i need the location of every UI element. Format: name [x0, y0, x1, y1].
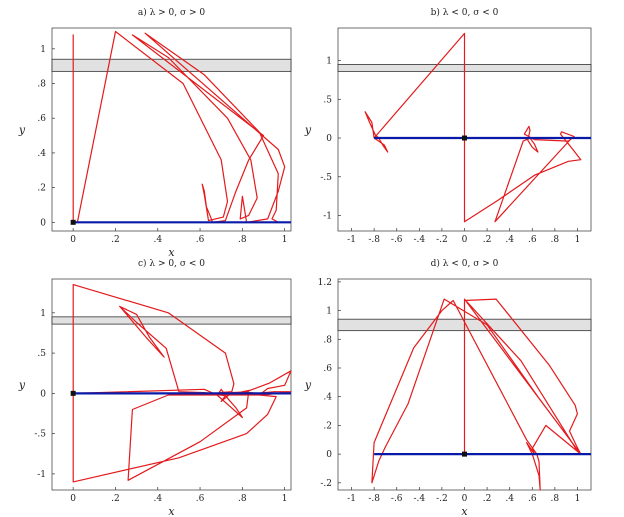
x-tick-label: -.4 [414, 235, 426, 245]
y-tick-label: .6 [323, 364, 332, 374]
x-tick-label: .4 [153, 494, 162, 504]
y-tick-label: .4 [37, 149, 46, 159]
panel-title: d) λ < 0, σ > 0 [431, 258, 499, 269]
x-tick-label: -1 [347, 494, 356, 504]
x-tick-label: 0 [462, 494, 468, 504]
band-region [51, 316, 292, 325]
x-axis-label: x [461, 505, 468, 517]
y-tick-label: .4 [323, 393, 332, 403]
x-tick-label: -.6 [391, 494, 403, 504]
x-tick-label: .2 [111, 235, 120, 245]
y-tick-label: .8 [323, 335, 332, 345]
origin-point [70, 219, 76, 225]
y-axis-label: y [18, 124, 26, 137]
panel-d: -1 -.8 -.6 -.4 -.2 0 .2 .4 .6 .8 1 -.2 0 .2 .4 .6 .8 1 1.2… [304, 258, 592, 517]
x-tick-label: .8 [238, 494, 247, 504]
x-tick-label: 0 [462, 235, 468, 245]
x-tick-label: -.8 [368, 494, 380, 504]
x-axis-label: x [168, 246, 175, 259]
x-tick-label: 1 [282, 235, 288, 245]
y-tick-label: 1 [40, 309, 46, 319]
x-tick-label: .4 [505, 235, 514, 245]
trajectory-series [364, 32, 582, 223]
x-tick-label: -.8 [368, 235, 380, 245]
y-tick-label: .5 [37, 349, 46, 359]
panel-title: a) λ > 0, σ > 0 [138, 7, 206, 18]
y-tick-label: 0 [326, 134, 332, 144]
y-tick-label: .2 [323, 421, 332, 431]
x-tick-label: .8 [551, 494, 560, 504]
y-tick-label: .8 [37, 80, 46, 90]
y-tick-label: -1 [323, 212, 332, 222]
x-axis-label: x [168, 505, 175, 517]
origin-point [462, 135, 467, 141]
origin-point [462, 451, 467, 457]
y-tick-label: 0 [40, 389, 46, 399]
x-tick-label: .6 [196, 235, 205, 245]
panel-b: -1 -.8 -.6 -.4 -.2 0 .2 .4 .6 .8 1 -1 -.5 0 .5 1 b) λ < … [304, 7, 592, 245]
x-tick-label: 1 [575, 235, 581, 245]
trajectory-series [72, 284, 292, 483]
x-tick-label: -.2 [436, 235, 448, 245]
x-tick-label: .4 [153, 235, 162, 245]
y-tick-label: -.5 [34, 430, 46, 440]
y-tick-label: .6 [37, 114, 46, 124]
plot-frame [51, 278, 292, 491]
panel-a: 0 .2 .4 .6 .8 1 0 .2 .4 .6 .8 1 a) λ > 0, σ > 0 x y [18, 7, 292, 259]
x-tick-label: .6 [528, 235, 537, 245]
y-tick-label: -1 [37, 470, 46, 480]
y-tick-label: .5 [323, 95, 332, 105]
x-tick-label: 1 [282, 494, 288, 504]
panel-title: c) λ > 0, σ < 0 [138, 258, 205, 269]
x-tick-label: .6 [196, 494, 205, 504]
x-tick-label: -1 [347, 235, 356, 245]
x-tick-label: .2 [483, 235, 492, 245]
x-tick-label: 0 [70, 235, 76, 245]
x-tick-label: .8 [238, 235, 247, 245]
y-tick-label: .2 [37, 184, 46, 194]
y-tick-label: 1 [326, 57, 332, 67]
y-axis-label: y [18, 379, 26, 392]
y-axis-label: y [304, 124, 312, 137]
y-tick-label: 0 [40, 218, 46, 228]
y-tick-label: -.5 [320, 173, 332, 183]
x-tick-label: .2 [111, 494, 120, 504]
x-tick-label: 1 [575, 494, 581, 504]
origin-point [70, 390, 76, 396]
y-tick-label: 1 [326, 307, 332, 317]
trajectory-series [72, 30, 291, 223]
x-tick-label: .6 [528, 494, 537, 504]
y-tick-label: 1.2 [318, 278, 332, 288]
y-tick-label: 1 [40, 45, 46, 55]
y-tick-label: -.2 [320, 479, 332, 489]
panel-title: b) λ < 0, σ < 0 [431, 7, 499, 18]
y-axis-label: y [304, 379, 312, 392]
x-tick-label: -.2 [436, 494, 448, 504]
x-tick-label: -.4 [414, 494, 426, 504]
x-tick-label: .8 [551, 235, 560, 245]
x-tick-label: 0 [70, 494, 76, 504]
x-tick-label: .2 [483, 494, 492, 504]
panel-c: 0 .2 .4 .6 .8 1 -1 -.5 0 .5 1 c) λ > 0, σ < 0 x y [18, 258, 292, 517]
y-tick-label: 0 [326, 450, 332, 460]
x-tick-label: -.6 [391, 235, 403, 245]
x-tick-label: .4 [505, 494, 514, 504]
